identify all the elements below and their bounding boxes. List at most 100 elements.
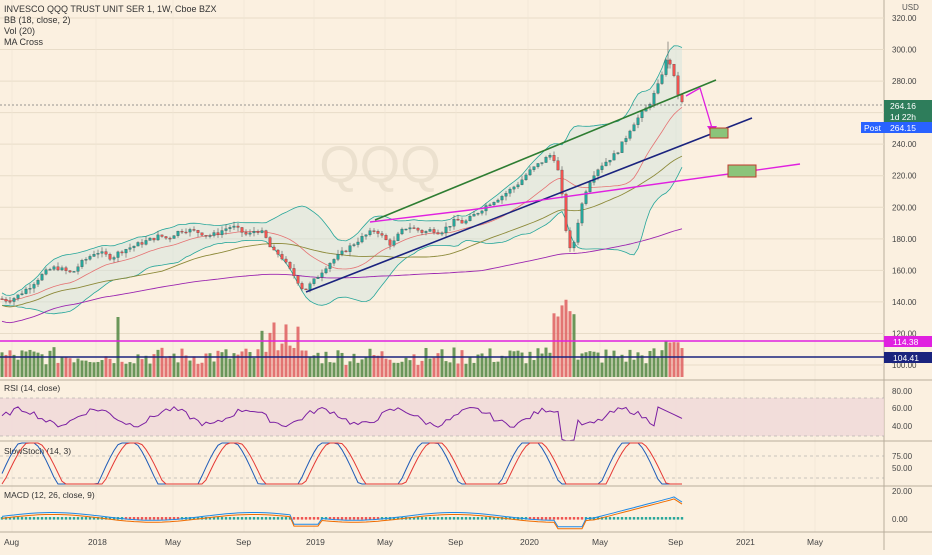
macd-histogram-bar xyxy=(96,517,100,520)
price-axis-label: 180.00 xyxy=(892,235,917,244)
symbol-title[interactable]: INVESCO QQQ TRUST UNIT SER 1, 1W, Cboe B… xyxy=(4,4,217,14)
volume-bar xyxy=(84,360,88,377)
volume-bar xyxy=(344,364,348,377)
volume-bar xyxy=(208,353,212,377)
volume-bar xyxy=(316,352,320,377)
macd-histogram-bar xyxy=(144,517,148,520)
time-axis-label: May xyxy=(807,537,824,547)
candle-body xyxy=(508,188,512,194)
candle-body xyxy=(576,222,580,243)
volume-bar xyxy=(524,363,528,377)
trendline-green[interactable] xyxy=(374,79,717,221)
volume-bar xyxy=(364,357,368,377)
projection-arrow[interactable] xyxy=(685,87,713,129)
macd-histogram-bar xyxy=(308,517,312,520)
candle-body xyxy=(100,251,104,254)
price-axis-panel[interactable] xyxy=(884,0,932,550)
volume-bar xyxy=(184,355,188,377)
volume-bar xyxy=(676,342,680,377)
macd-histogram-bar xyxy=(484,517,488,520)
candle-body xyxy=(272,246,276,251)
volume-bar xyxy=(252,357,256,377)
indicator-legend-ma[interactable]: MA Cross xyxy=(4,37,44,47)
macd-histogram-bar xyxy=(20,517,24,520)
trendline-navy[interactable] xyxy=(305,117,753,293)
candle-body xyxy=(136,242,140,247)
target-box-1[interactable] xyxy=(709,127,729,139)
macd-histogram-bar xyxy=(600,517,604,520)
candle-body xyxy=(608,159,612,163)
candle-body xyxy=(496,199,500,203)
indicator-legend-bb[interactable]: BB (18, close, 2) xyxy=(4,15,71,25)
candle-body xyxy=(140,242,144,245)
candle-body xyxy=(252,231,256,234)
macd-histogram-bar xyxy=(616,517,620,520)
candle-body xyxy=(536,163,540,167)
candle-body xyxy=(464,220,468,224)
macd-histogram-bar xyxy=(64,517,68,520)
candle-body xyxy=(452,218,456,227)
volume-bar xyxy=(144,355,148,377)
volume-bar xyxy=(444,361,448,377)
volume-bar xyxy=(100,360,104,377)
time-axis-label: Sep xyxy=(236,537,251,547)
candle-body xyxy=(412,227,416,229)
macd-histogram-bar xyxy=(136,517,140,520)
macd-histogram-bar xyxy=(452,517,456,520)
volume-bar xyxy=(628,349,632,377)
volume-bar xyxy=(536,348,540,377)
volume-bar xyxy=(12,354,16,377)
macd-histogram-bar xyxy=(544,517,548,520)
volume-bar xyxy=(104,356,108,377)
candle-body xyxy=(500,196,504,201)
volume-bar xyxy=(332,362,336,377)
volume-bar xyxy=(48,350,52,377)
macd-histogram-bar xyxy=(264,517,268,520)
volume-bar xyxy=(124,363,128,377)
candle-body xyxy=(260,230,264,233)
macd-histogram-bar xyxy=(176,517,180,520)
macd-label[interactable]: MACD (12, 26, close, 9) xyxy=(4,490,95,500)
candle-body xyxy=(636,117,640,125)
indicator-legend-vol[interactable]: Vol (20) xyxy=(4,26,35,36)
candle-body xyxy=(348,245,352,252)
macd-histogram-bar xyxy=(560,517,564,520)
macd-histogram-bar xyxy=(44,517,48,520)
macd-histogram-bar xyxy=(228,517,232,520)
macd-histogram-bar xyxy=(224,517,228,520)
macd-histogram-bar xyxy=(460,517,464,520)
macd-signal-line xyxy=(1,498,683,530)
volume-bar xyxy=(116,317,120,377)
candle-body xyxy=(80,260,84,267)
volume-bar xyxy=(440,349,444,377)
macd-histogram-bar xyxy=(644,517,648,520)
volume-bar xyxy=(432,357,436,377)
volume-bar xyxy=(96,361,100,377)
trendline-magenta-upper[interactable] xyxy=(369,209,471,223)
price-axis-label: 120.00 xyxy=(892,329,917,338)
volume-bar xyxy=(56,362,60,377)
macd-histogram-bar xyxy=(72,517,76,520)
volume-bar xyxy=(668,342,672,377)
macd-histogram-bar xyxy=(24,517,28,520)
target-box-2[interactable] xyxy=(727,164,757,178)
macd-histogram-bar xyxy=(492,517,496,520)
volume-bar xyxy=(180,348,184,377)
candle-body xyxy=(336,254,340,260)
macd-histogram-bar xyxy=(432,517,436,520)
candle-body xyxy=(600,165,604,170)
macd-histogram-bar xyxy=(512,517,516,520)
macd-histogram-bar xyxy=(208,517,212,520)
macd-histogram-bar xyxy=(456,517,460,520)
candle-body xyxy=(352,244,356,246)
navy-level-value: 104.41 xyxy=(893,353,919,363)
stoch-label[interactable]: SlowStoch (14, 3) xyxy=(4,446,71,456)
rsi-label[interactable]: RSI (14, close) xyxy=(4,383,60,393)
macd-histogram-bar xyxy=(368,517,372,520)
candle-body xyxy=(124,249,128,254)
macd-histogram-bar xyxy=(268,517,272,520)
macd-histogram-bar xyxy=(8,517,12,520)
candle-body xyxy=(144,240,148,245)
